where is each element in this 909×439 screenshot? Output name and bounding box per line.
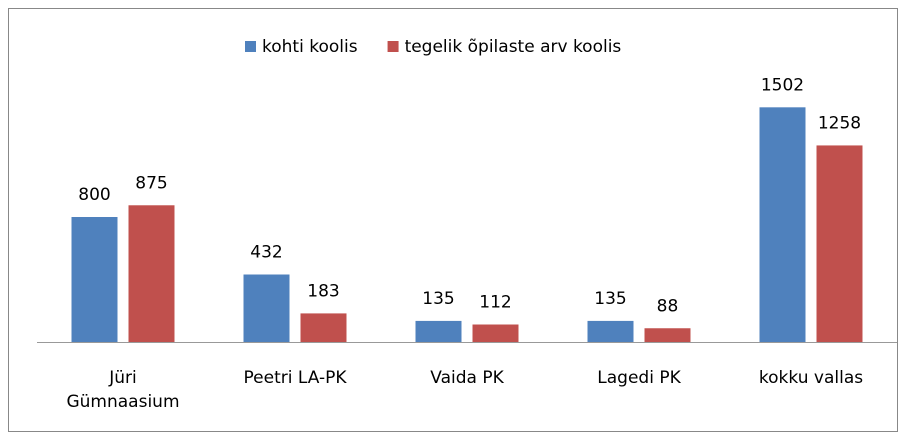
- legend-swatch: [245, 41, 256, 52]
- data-label: 1258: [818, 113, 861, 133]
- bar: [816, 145, 863, 342]
- data-label: 112: [479, 293, 511, 313]
- data-label: 135: [422, 289, 454, 309]
- data-label: 800: [78, 185, 110, 205]
- bar: [243, 274, 290, 342]
- data-label: 1502: [761, 75, 804, 95]
- bar: [71, 217, 118, 342]
- bar: [644, 328, 691, 342]
- bar: [300, 313, 347, 342]
- x-tick-label: Peetri LA-PK: [243, 368, 347, 388]
- bar: [415, 320, 462, 342]
- legend-label: tegelik õpilaste arv koolis: [405, 37, 622, 57]
- data-label: 183: [307, 281, 339, 301]
- data-label: 432: [250, 243, 282, 263]
- bar: [128, 205, 175, 342]
- data-label: 88: [657, 296, 679, 316]
- x-tick-label: Jüri Gümnaasium: [66, 368, 180, 412]
- bar: [587, 320, 634, 342]
- x-tick-label: Vaida PK: [430, 368, 504, 388]
- legend-label: kohti koolis: [262, 37, 358, 57]
- bar: [472, 324, 519, 342]
- bar: [759, 107, 806, 342]
- data-label: 875: [135, 173, 167, 193]
- x-tick-label: kokku vallas: [758, 368, 864, 388]
- legend-swatch: [387, 41, 399, 52]
- x-tick-label: Lagedi PK: [597, 368, 681, 388]
- data-label: 135: [594, 289, 626, 309]
